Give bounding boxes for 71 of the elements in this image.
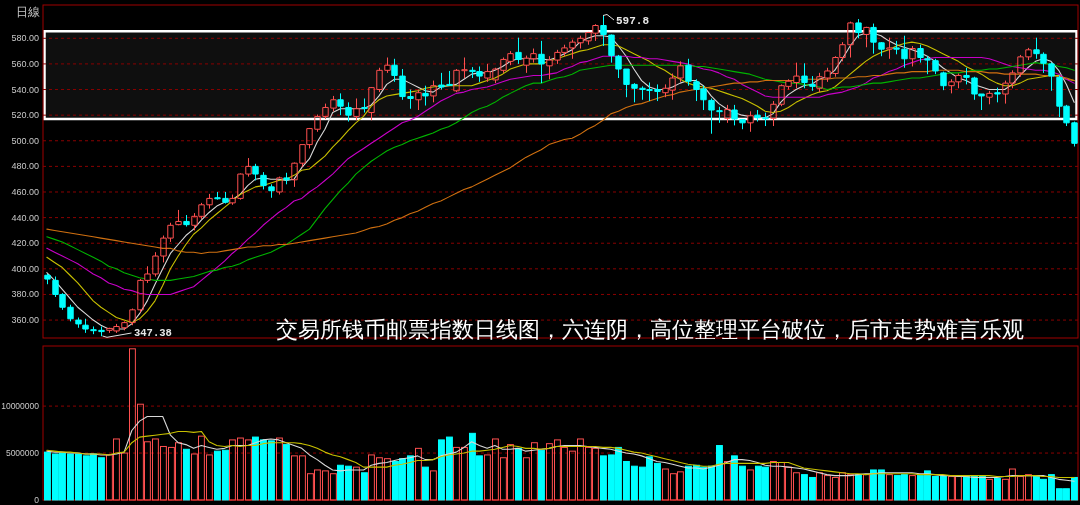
bar: [909, 475, 916, 501]
bar: [986, 478, 993, 501]
bar: [994, 477, 1001, 501]
y-tick-label: 560.00: [11, 58, 39, 69]
candlestick: [809, 75, 816, 92]
y-tick-label: 480.00: [11, 161, 39, 172]
candlestick: [415, 89, 422, 111]
candlestick: [538, 40, 545, 84]
y-tick-label: 380.00: [11, 289, 39, 300]
candlestick: [917, 44, 924, 64]
candlestick: [940, 71, 947, 91]
candlestick: [801, 62, 808, 89]
bar: [863, 474, 870, 501]
bar: [724, 461, 731, 501]
bar: [283, 444, 290, 501]
candlestick: [909, 45, 916, 67]
candlestick: [283, 172, 290, 185]
annotation: 597.8: [616, 14, 650, 27]
candlestick: [345, 101, 352, 123]
bar: [430, 470, 437, 501]
line-series: [46, 69, 1075, 255]
bar: [361, 472, 368, 501]
line-series: [46, 430, 1075, 479]
y-tick-label: 540.00: [11, 84, 39, 95]
candlestick: [863, 26, 870, 48]
candlestick: [747, 110, 754, 133]
bar: [538, 449, 545, 501]
y-tick-label: 500.00: [11, 135, 39, 146]
candlestick: [994, 87, 1001, 103]
candlestick: [515, 37, 522, 65]
bar: [415, 447, 422, 501]
candlestick: [276, 176, 283, 196]
bar: [747, 469, 754, 501]
y-tick-label: 5000000: [5, 448, 40, 459]
candlestick: [430, 80, 437, 103]
candlestick: [75, 317, 82, 329]
chart-title: 日線: [16, 5, 40, 19]
annotation: 交易所钱币邮票指数日线图，六连阴，高位整理平台破位，后市走势难言乐观: [276, 318, 1024, 342]
bar: [515, 447, 522, 501]
y-tick-label: 360.00: [11, 315, 39, 326]
bar: [353, 466, 360, 501]
candlestick: [1033, 37, 1040, 60]
annotation: 347.38: [134, 326, 172, 339]
candlestick: [422, 85, 429, 107]
candlestick: [44, 273, 51, 285]
candlestick: [183, 214, 190, 228]
bar: [886, 474, 893, 501]
y-tick-label: 400.00: [11, 263, 39, 274]
candlestick: [855, 18, 862, 39]
candlestick: [353, 98, 360, 121]
candlestick: [361, 98, 368, 114]
y-tick-label: 580.00: [11, 33, 39, 44]
bar: [276, 437, 283, 501]
y-tick-label: 460.00: [11, 186, 39, 197]
bar: [183, 448, 190, 501]
candlestick: [252, 163, 259, 181]
y-tick-label: 440.00: [11, 212, 39, 223]
y-tick-label: 0: [34, 495, 40, 505]
candlestick: [986, 90, 993, 105]
y-tick-label: 10000000: [1, 401, 40, 412]
y-tick-label: 420.00: [11, 238, 39, 249]
candlestick: [886, 37, 893, 60]
bar: [422, 466, 429, 501]
candlestick: [337, 92, 344, 116]
candlestick: [268, 183, 275, 199]
candlestick: [724, 104, 731, 124]
y-tick-label: 520.00: [11, 110, 39, 121]
candlestick: [260, 171, 267, 190]
line-series: [46, 415, 1075, 482]
candlestick: [175, 209, 182, 226]
bar: [855, 474, 862, 501]
